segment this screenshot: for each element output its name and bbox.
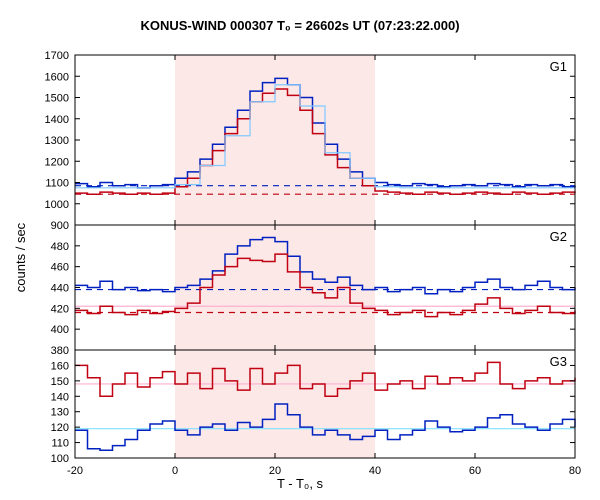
svg-text:1400: 1400 [45, 114, 69, 126]
svg-text:G2: G2 [550, 229, 567, 244]
svg-text:100: 100 [51, 453, 69, 465]
svg-text:0: 0 [172, 465, 178, 477]
svg-text:1300: 1300 [45, 135, 69, 147]
svg-text:480: 480 [51, 241, 69, 253]
svg-text:380: 380 [51, 345, 69, 357]
svg-text:110: 110 [51, 438, 69, 450]
svg-text:1500: 1500 [45, 93, 69, 105]
chart-root: KONUS-WIND 000307 T₀ = 26602s UT (07:23:… [0, 0, 600, 500]
svg-text:120: 120 [51, 422, 69, 434]
svg-text:40: 40 [369, 465, 381, 477]
svg-text:440: 440 [51, 283, 69, 295]
plot-area: 90010001100120013001400150016001700G1380… [0, 0, 600, 500]
svg-text:1100: 1100 [45, 178, 69, 190]
svg-text:-20: -20 [67, 465, 83, 477]
svg-text:1200: 1200 [45, 156, 69, 168]
svg-text:420: 420 [51, 303, 69, 315]
svg-text:140: 140 [51, 391, 69, 403]
svg-text:460: 460 [51, 262, 69, 274]
svg-text:150: 150 [51, 376, 69, 388]
svg-text:900: 900 [51, 220, 69, 232]
svg-text:1000: 1000 [45, 199, 69, 211]
svg-text:G1: G1 [550, 59, 567, 74]
svg-text:130: 130 [51, 407, 69, 419]
svg-text:160: 160 [51, 360, 69, 372]
svg-text:400: 400 [51, 324, 69, 336]
svg-text:80: 80 [569, 465, 581, 477]
svg-text:60: 60 [469, 465, 481, 477]
svg-text:1700: 1700 [45, 50, 69, 62]
svg-text:G3: G3 [550, 354, 567, 369]
svg-text:1600: 1600 [45, 71, 69, 83]
svg-text:20: 20 [269, 465, 281, 477]
